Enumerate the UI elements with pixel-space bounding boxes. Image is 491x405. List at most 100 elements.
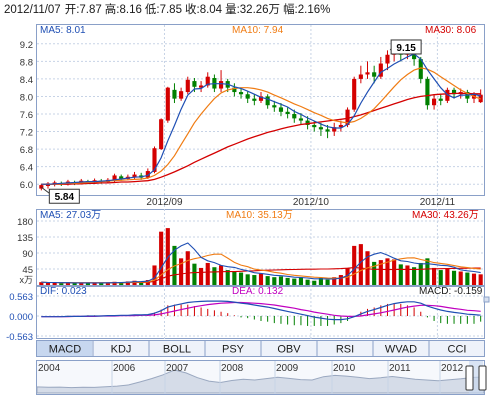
tab-background[interactable] bbox=[429, 341, 484, 356]
macd-layer bbox=[41, 300, 482, 326]
tab-label[interactable]: RSI bbox=[336, 344, 354, 356]
tab-label[interactable]: MACD bbox=[49, 344, 81, 356]
macd-legend-macd: MACD: -0.159 bbox=[419, 286, 483, 297]
volume-bar bbox=[185, 251, 190, 285]
price-legend-ma5: MA5: 8.01 bbox=[40, 25, 86, 36]
macd-panel-frame bbox=[36, 286, 485, 339]
price-tick-label: 7.6 bbox=[20, 110, 33, 121]
volume-bar bbox=[258, 273, 264, 285]
volume-bar bbox=[99, 282, 104, 285]
tab-label[interactable]: CCI bbox=[448, 344, 467, 356]
volume-bar bbox=[92, 283, 97, 285]
tab-label[interactable]: PSY bbox=[222, 344, 245, 356]
quote-open-label: 开: bbox=[65, 4, 80, 16]
volume-tick-label: 45 bbox=[22, 265, 33, 276]
quote-change-label: 幅: bbox=[283, 3, 298, 16]
volume-bar bbox=[432, 267, 437, 285]
axis-layer: 9.2 8.8 8.4 8.0 7.6 7.2 6.8 6.4 6.0 2012/09 2012/1… bbox=[6, 40, 455, 343]
tab-label[interactable]: KDJ bbox=[111, 344, 132, 356]
tab-background[interactable] bbox=[93, 341, 148, 356]
month-label: 2012/10 bbox=[293, 197, 330, 208]
candle-body bbox=[112, 175, 117, 181]
tab-label[interactable]: OBV bbox=[277, 344, 301, 356]
volume-bar bbox=[152, 265, 157, 285]
volume-bar bbox=[292, 278, 297, 285]
volume-bar bbox=[478, 274, 483, 285]
quote-open: 7.87 bbox=[79, 4, 101, 16]
tab-background[interactable] bbox=[37, 341, 92, 356]
candle-body bbox=[352, 78, 357, 110]
price-layer: 9.15 5.84 bbox=[39, 39, 483, 204]
tab-background[interactable] bbox=[149, 341, 204, 356]
volume-bar bbox=[199, 267, 204, 285]
overview-year-label: 2009 bbox=[276, 363, 299, 374]
range-handle-left[interactable] bbox=[465, 365, 474, 391]
candle-body bbox=[238, 92, 244, 95]
volume-bar bbox=[451, 270, 457, 285]
tab-psy[interactable]: PSY bbox=[204, 341, 260, 356]
quote-volume-label: 量: bbox=[225, 3, 240, 16]
candle-body bbox=[338, 124, 343, 128]
overview-year-label: 2007 bbox=[166, 363, 189, 374]
candle-body bbox=[152, 148, 157, 172]
tab-label[interactable]: BOLL bbox=[163, 344, 191, 356]
volume-bar bbox=[285, 277, 290, 285]
quote-change: 2.16% bbox=[298, 4, 331, 16]
range-handle-right[interactable] bbox=[478, 365, 487, 391]
quote-close: 8.04 bbox=[200, 4, 223, 16]
candle-body bbox=[218, 81, 224, 89]
tab-background[interactable] bbox=[373, 341, 428, 356]
volume-bar bbox=[105, 282, 110, 285]
volume-bar bbox=[385, 258, 390, 285]
candle-body bbox=[165, 87, 170, 121]
candle-body bbox=[358, 74, 363, 79]
candle-body bbox=[132, 174, 137, 178]
macd-scroll-handle[interactable] bbox=[483, 296, 490, 303]
candle-body bbox=[265, 96, 270, 106]
volume-bar bbox=[338, 275, 343, 285]
volume-bar bbox=[298, 277, 304, 285]
candle-body bbox=[332, 127, 337, 132]
volume-bar bbox=[398, 264, 403, 285]
tab-macd[interactable]: MACD bbox=[37, 341, 92, 356]
volume-bar bbox=[458, 271, 463, 285]
volume-bar bbox=[412, 267, 417, 285]
candle-body bbox=[159, 119, 164, 150]
tab-wvad[interactable]: WVAD bbox=[372, 341, 428, 356]
tab-cci[interactable]: CCI bbox=[428, 341, 484, 356]
quote-close-label: 收: bbox=[185, 2, 200, 16]
tab-boll[interactable]: BOLL bbox=[148, 341, 204, 356]
volume-bar bbox=[405, 265, 410, 285]
candle-body bbox=[252, 98, 257, 101]
volume-bar bbox=[205, 262, 210, 285]
candle-body bbox=[245, 94, 250, 99]
overview-year-label: 2010 bbox=[333, 363, 356, 374]
volume-bar bbox=[125, 281, 130, 285]
tab-background[interactable] bbox=[317, 341, 372, 356]
quote-header-text: 2012/11/07 开:7.87 高:8.16 低:7.85 收:8.04 量:32.2… bbox=[4, 2, 330, 16]
candle-body bbox=[312, 124, 317, 128]
candle-body bbox=[258, 96, 264, 101]
tab-rsi[interactable]: RSI bbox=[316, 341, 372, 356]
volume-bar bbox=[65, 282, 71, 285]
price-tick-label: 6.4 bbox=[20, 163, 33, 174]
volume-bar bbox=[465, 272, 470, 285]
volume-bar bbox=[352, 245, 357, 285]
quote-volume: 32.26万 bbox=[240, 4, 280, 16]
volume-ma5-line bbox=[41, 242, 481, 284]
price-tick-label: 6.8 bbox=[20, 145, 33, 156]
quote-low: 7.85 bbox=[160, 4, 182, 16]
tab-kdj[interactable]: KDJ bbox=[92, 341, 148, 356]
volume-bar bbox=[345, 267, 350, 285]
tab-label[interactable]: WVAD bbox=[385, 344, 417, 356]
overview-year-label: 2004 bbox=[38, 363, 61, 374]
candle-body bbox=[192, 81, 197, 87]
tab-background[interactable] bbox=[205, 341, 260, 356]
volume-tick-label: 135 bbox=[17, 233, 33, 244]
candle-body bbox=[385, 54, 390, 64]
tab-obv[interactable]: OBV bbox=[260, 341, 316, 356]
macd-tick-label: 0.000 bbox=[9, 312, 33, 323]
dif-line bbox=[41, 300, 481, 321]
tab-background[interactable] bbox=[261, 341, 316, 356]
